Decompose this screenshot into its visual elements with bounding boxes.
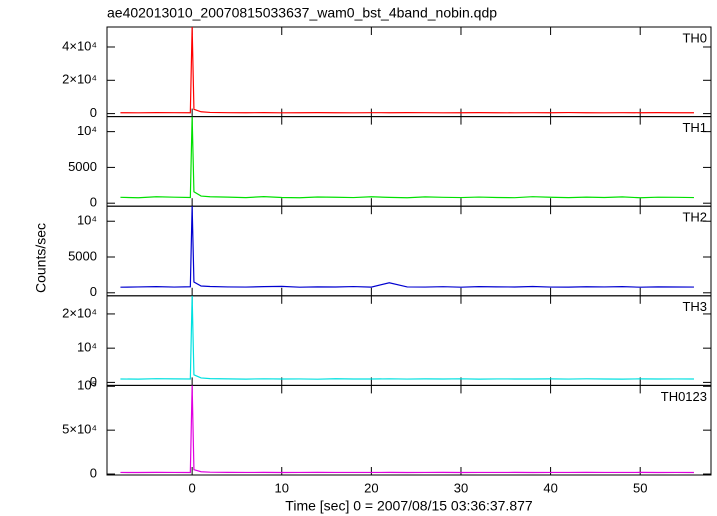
- data-line: [120, 295, 694, 380]
- y-tick-label: 0: [90, 465, 97, 480]
- data-line: [120, 385, 694, 474]
- chart-title: ae402013010_20070815033637_wam0_bst_4ban…: [107, 5, 497, 21]
- x-tick-label: 50: [633, 480, 647, 495]
- y-tick-label: 5000: [68, 248, 97, 263]
- y-tick-label: 2×10⁴: [62, 72, 97, 87]
- x-tick-label: 20: [364, 480, 378, 495]
- x-tick-label: 30: [454, 480, 468, 495]
- x-tick-label: 10: [275, 480, 289, 495]
- y-tick-label: 5×10⁴: [62, 422, 97, 437]
- series-label: TH3: [682, 299, 707, 314]
- series-label: TH0123: [661, 389, 707, 404]
- y-tick-label: 0: [90, 374, 97, 389]
- y-axis-label: Counts/sec: [33, 223, 49, 293]
- series-label: TH0: [682, 30, 707, 45]
- series-label: TH1: [682, 120, 707, 135]
- y-tick-label: 10⁴: [77, 340, 97, 355]
- y-tick-label: 10⁴: [77, 123, 97, 138]
- data-line: [120, 116, 694, 199]
- y-tick-label: 5000: [68, 159, 97, 174]
- data-line: [120, 26, 694, 114]
- y-tick-label: 0: [90, 105, 97, 120]
- data-line: [120, 206, 694, 288]
- y-tick-label: 0: [90, 195, 97, 210]
- x-tick-label: 0: [189, 480, 196, 495]
- x-axis-label: Time [sec] 0 = 2007/08/15 03:36:37.877: [285, 498, 533, 514]
- x-tick-label: 40: [543, 480, 557, 495]
- y-tick-label: 0: [90, 284, 97, 299]
- y-tick-label: 10⁵: [77, 378, 97, 393]
- y-tick-label: 4×10⁴: [62, 38, 97, 53]
- y-tick-label: 10⁴: [77, 213, 97, 228]
- y-tick-label: 2×10⁴: [62, 305, 97, 320]
- series-label: TH2: [682, 210, 707, 225]
